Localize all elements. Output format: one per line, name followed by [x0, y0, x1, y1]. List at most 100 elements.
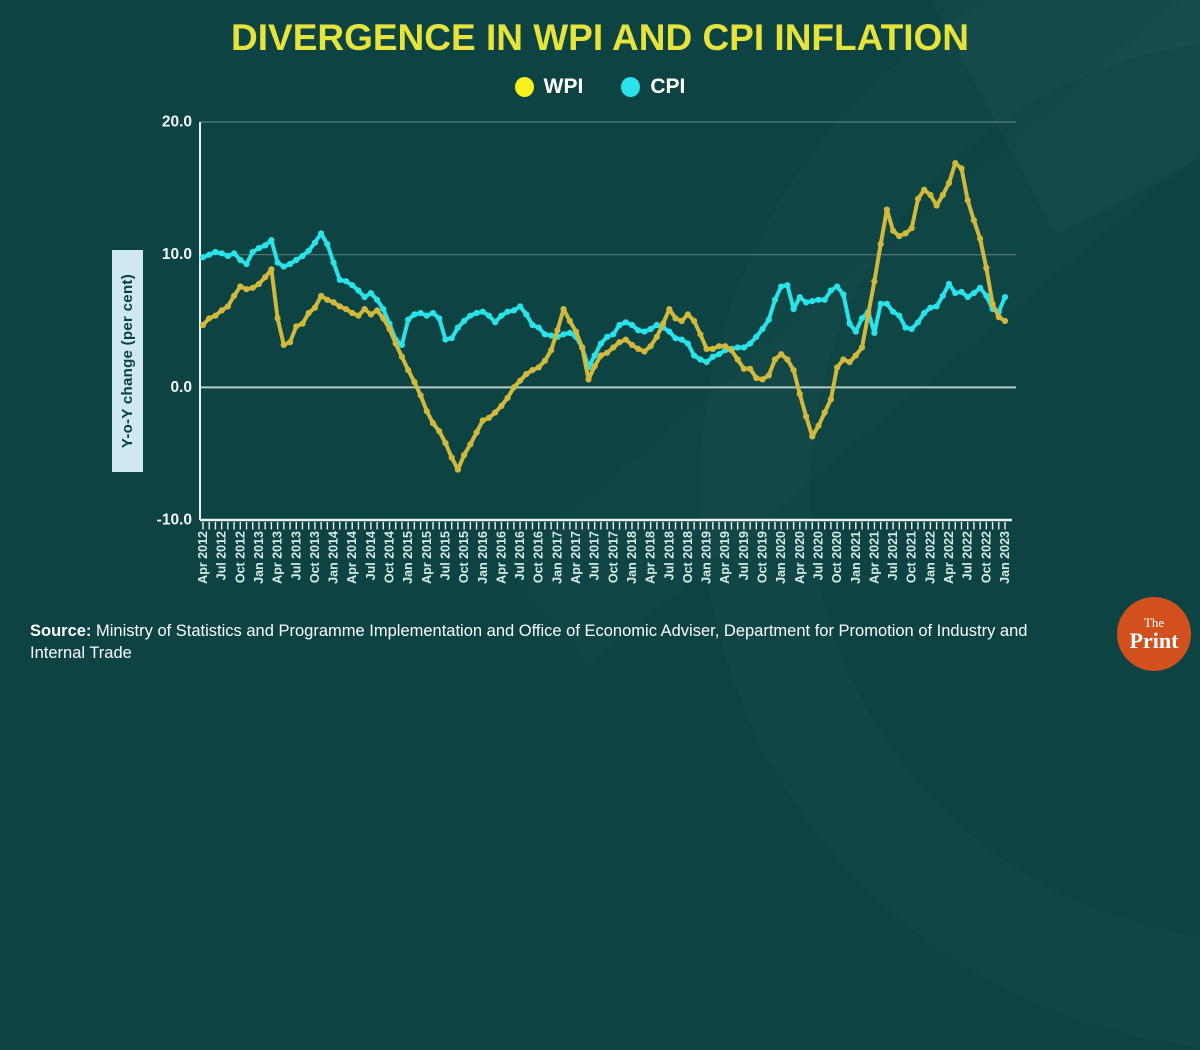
cpi-point — [803, 299, 810, 306]
wpi-point — [821, 409, 828, 416]
wpi-point — [784, 356, 791, 363]
cpi-point — [740, 344, 748, 351]
cpi-point — [342, 278, 350, 285]
cpi-point — [479, 308, 486, 315]
wpi-point — [380, 315, 387, 322]
wpi-point — [342, 306, 350, 313]
cpi-point — [815, 296, 822, 303]
inflation-line-chart: 20.0 10.0 0.0 -10.0 Apr 2012 Jul 2012 Oct 2012… — [157, 114, 1016, 584]
wpi-point — [454, 466, 461, 473]
wpi-point — [703, 345, 710, 352]
wpi-point — [293, 323, 300, 330]
wpi-point — [877, 241, 884, 248]
wpi-point — [224, 303, 231, 310]
cpi-point — [249, 248, 256, 256]
cpi-point — [299, 252, 306, 260]
chart-legend: WPI CPI — [0, 72, 1200, 102]
cpi-legend-label: CPI — [650, 75, 686, 98]
wpi-point — [722, 343, 729, 350]
wpi-point — [318, 292, 325, 299]
cpi-point — [541, 331, 549, 338]
cpi-point — [268, 237, 275, 244]
wpi-point — [890, 227, 897, 234]
cpi-point — [846, 320, 853, 327]
wpi-point — [548, 347, 555, 354]
cpi-point — [715, 351, 723, 358]
x-tick-label: Jul 2019 — [737, 531, 751, 580]
cpi-point — [324, 241, 331, 248]
wpi-point — [995, 313, 1002, 321]
wpi-legend-dot-icon — [514, 77, 534, 97]
wpi-point — [411, 378, 418, 386]
wpi-point — [858, 344, 866, 351]
wpi-point — [778, 351, 785, 358]
wpi-point — [199, 321, 207, 329]
wpi-point — [504, 394, 511, 401]
cpi-point — [510, 307, 517, 314]
logo-line1: The — [1143, 615, 1165, 630]
cpi-point — [597, 340, 605, 347]
wpi-point — [280, 341, 287, 348]
cpi-point — [983, 292, 990, 299]
wpi-point — [715, 343, 723, 350]
x-tick-label: Oct 2022 — [979, 531, 993, 583]
cpi-point — [243, 260, 250, 268]
cpi-point — [628, 321, 636, 329]
cpi-point — [784, 282, 791, 289]
wpi-point — [386, 325, 393, 333]
wpi-point — [585, 376, 592, 383]
wpi-point — [336, 303, 343, 310]
wpi-point — [529, 367, 536, 374]
wpi-point — [479, 417, 486, 424]
cpi-point — [355, 287, 362, 294]
wpi-point — [635, 345, 642, 352]
y-tick-label: 0.0 — [170, 379, 192, 396]
wpi-point — [566, 317, 573, 325]
wpi-point — [765, 372, 772, 379]
wpi-point — [653, 333, 660, 340]
wpi-point — [355, 312, 362, 319]
logo-line2: Print — [1129, 628, 1179, 653]
x-tick-label: Apr 2012 — [196, 531, 210, 584]
wpi-point — [660, 320, 667, 327]
x-tick-label: Jul 2021 — [886, 531, 900, 580]
cpi-point — [921, 309, 928, 317]
wpi-point — [442, 440, 449, 447]
cpi-point — [952, 290, 959, 297]
wpi-point — [871, 278, 878, 285]
wpi-point — [684, 311, 692, 318]
wpi-point — [790, 367, 797, 374]
wpi-point — [641, 348, 648, 355]
wpi-point — [249, 284, 256, 291]
y-tick-label: -10.0 — [157, 512, 192, 529]
source-label: Source: — [30, 622, 92, 640]
cpi-point — [305, 247, 312, 254]
wpi-point — [448, 454, 455, 461]
cpi-point — [684, 340, 692, 347]
cpi-legend-dot-icon — [621, 77, 641, 97]
cpi-point — [523, 311, 530, 318]
wpi-point — [299, 320, 306, 327]
cpi-point — [871, 329, 878, 336]
x-tick-label: Oct 2018 — [681, 531, 695, 583]
wpi-point — [852, 352, 859, 359]
cpi-point — [212, 248, 219, 256]
cpi-point — [492, 319, 499, 326]
wpi-point — [964, 197, 971, 204]
cpi-point — [548, 332, 555, 339]
cpi-point — [255, 244, 263, 252]
wpi-point — [977, 235, 984, 242]
wpi-point — [330, 299, 337, 306]
wpi-point — [286, 339, 294, 346]
cpi-point — [417, 309, 424, 317]
cpi-point — [293, 256, 300, 264]
wpi-point — [374, 307, 381, 314]
cpi-point — [827, 287, 835, 294]
wpi-point — [429, 420, 437, 427]
cpi-point — [199, 254, 207, 261]
wpi-point — [212, 312, 219, 319]
cpi-point — [467, 312, 474, 319]
x-tick-label: Oct 2013 — [308, 531, 322, 583]
wpi-point — [231, 292, 238, 299]
x-tick-label: Apr 2019 — [718, 531, 732, 584]
